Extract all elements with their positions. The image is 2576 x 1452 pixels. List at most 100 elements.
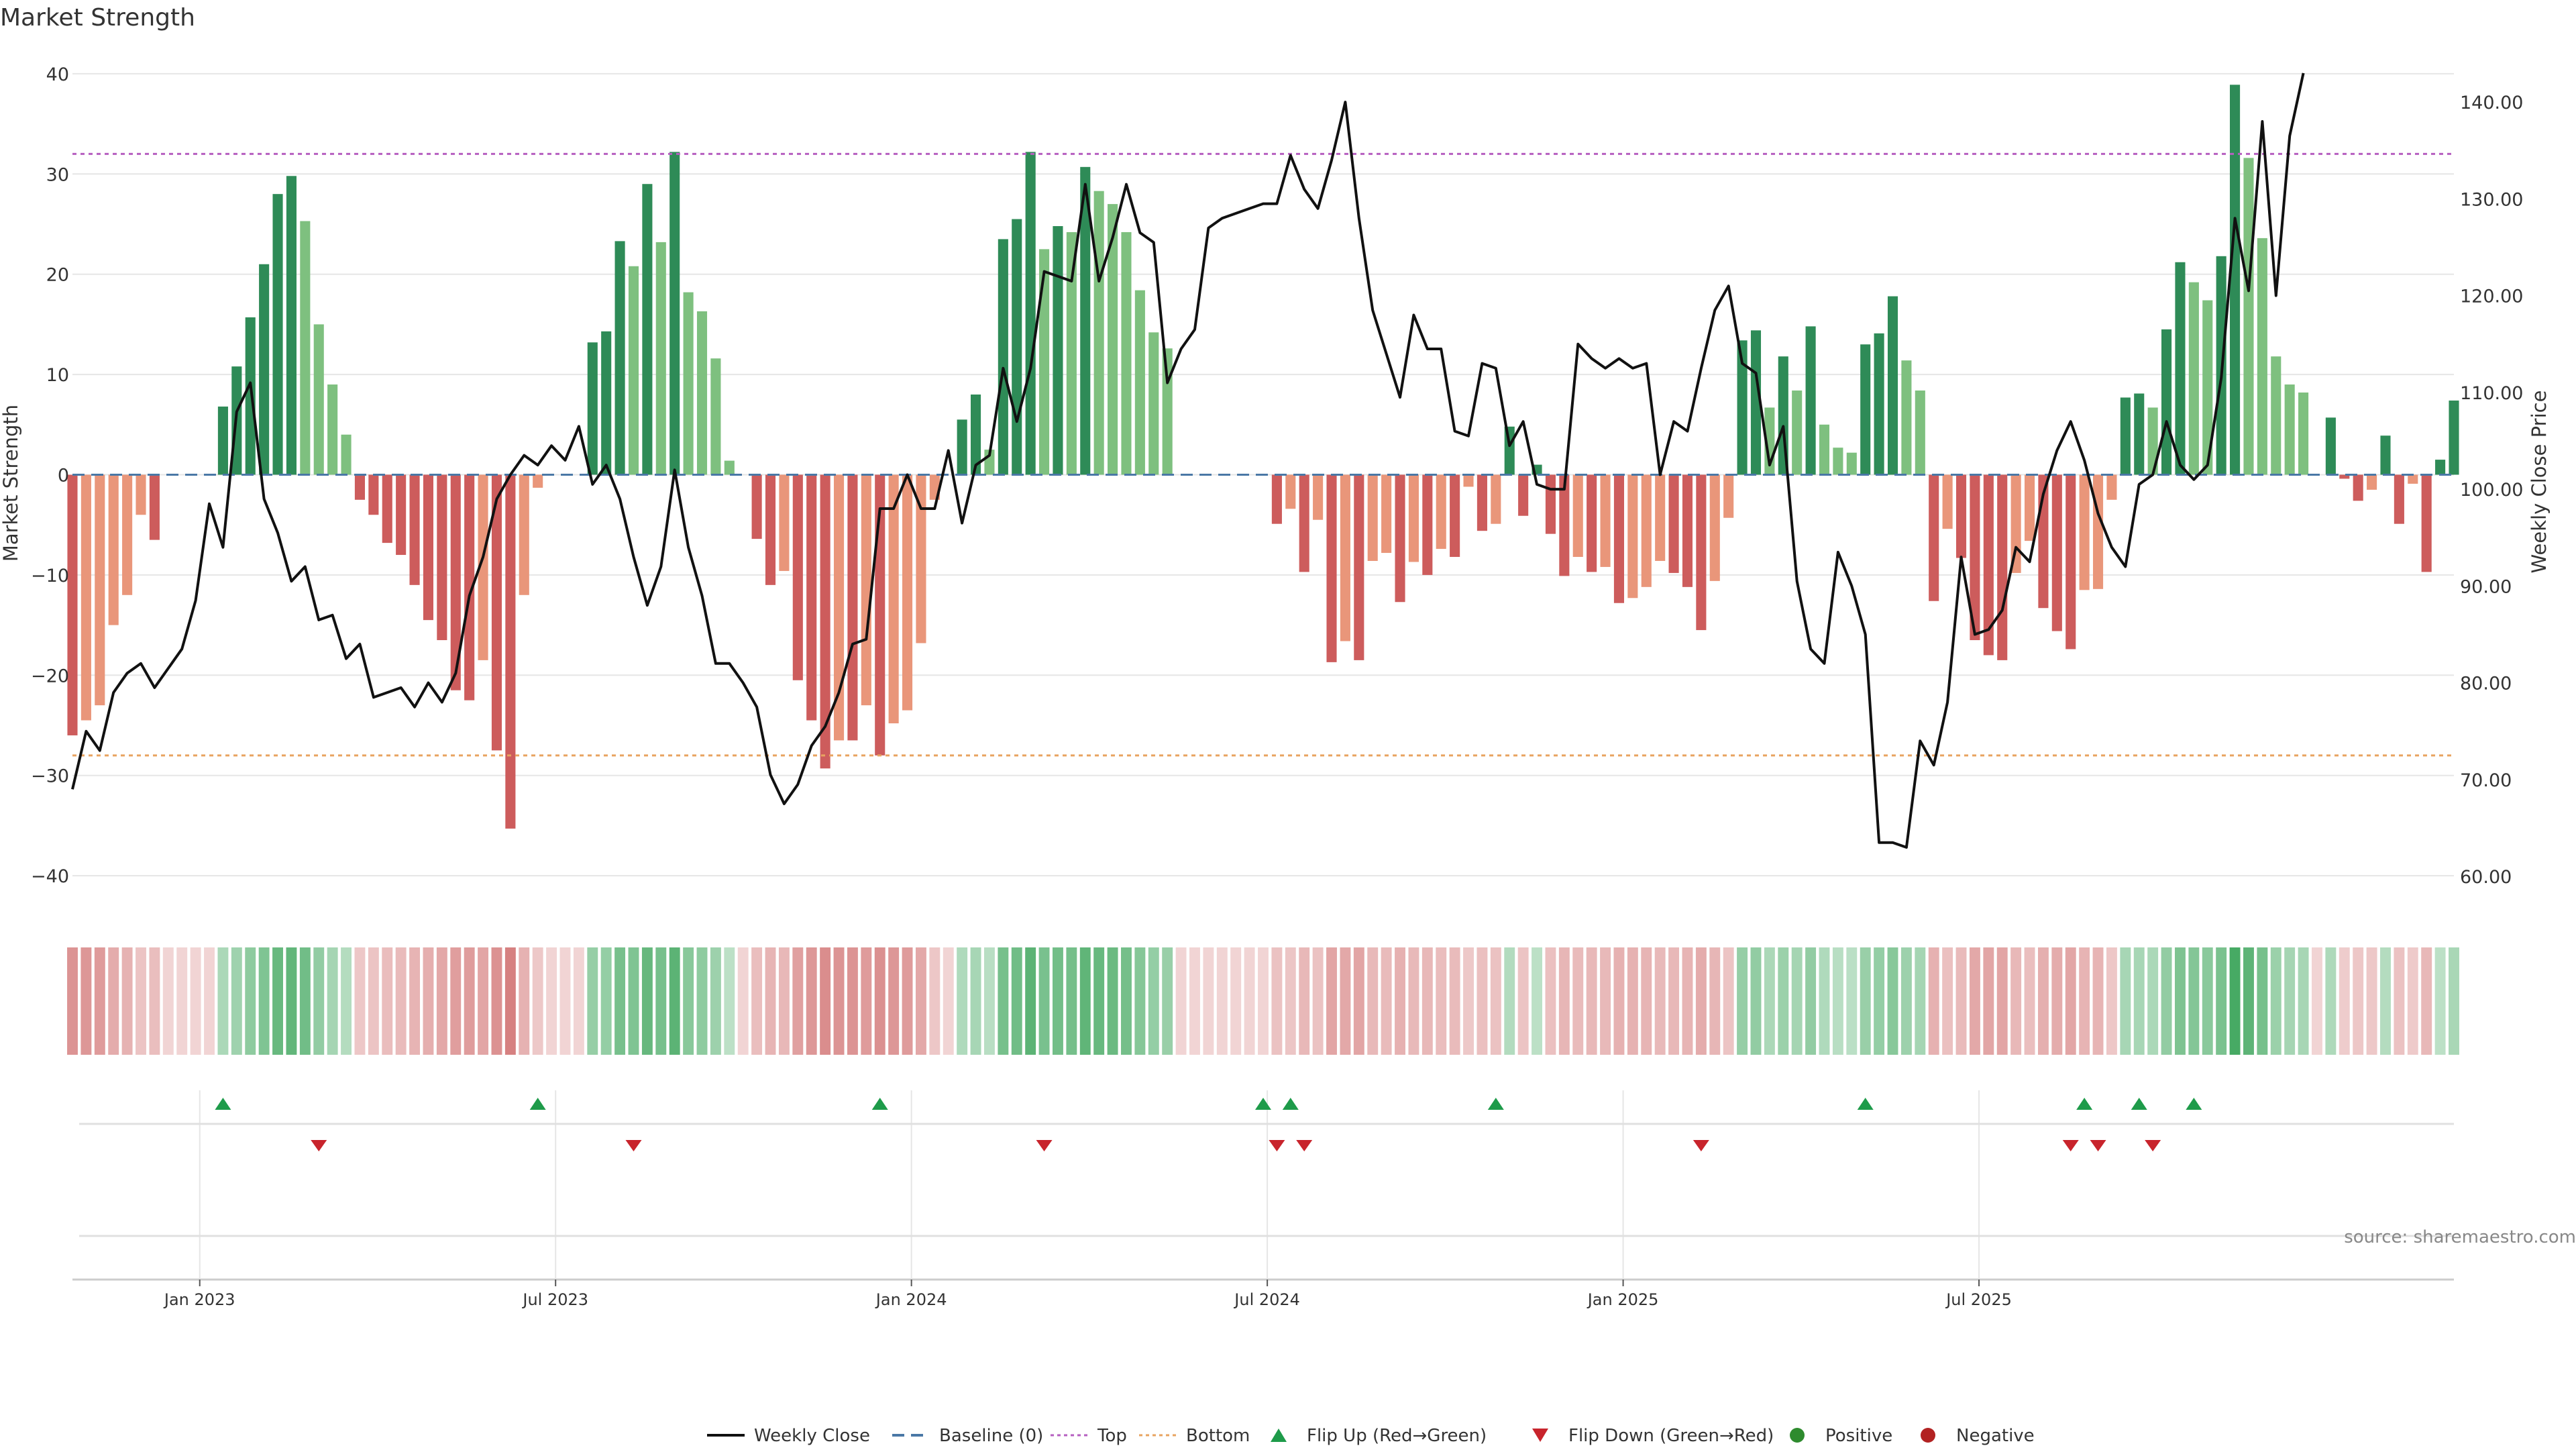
strength-bar [2134,393,2145,475]
heat-cell [2161,947,2172,1055]
strength-bar [2449,400,2459,475]
strength-bar [1354,474,1364,660]
strength-bar [122,474,133,595]
heat-cell [1299,947,1310,1055]
strength-bar [1326,474,1337,662]
strength-bar [847,474,858,741]
strength-bar [2421,474,2432,572]
heat-cell [1627,947,1638,1055]
strength-bar [2024,474,2035,541]
heat-cell [696,947,708,1055]
heat-cell [1955,947,1967,1055]
y-right-tick-label: 140.00 [2460,93,2523,113]
strength-bar [2353,474,2363,501]
heat-cell [2202,947,2213,1055]
strength-bar [696,311,708,475]
heat-cell [2284,947,2296,1055]
strength-bar [149,474,160,540]
heat-cell [573,947,584,1055]
heat-cell [1463,947,1474,1055]
strength-bar [2079,474,2090,590]
heat-cell [2079,947,2090,1055]
heat-cell [313,947,325,1055]
heat-cell [1600,947,1611,1055]
heat-cell [710,947,721,1055]
legend-flip-down-swatch [1532,1429,1548,1442]
heat-cell [245,947,256,1055]
y-right-tick-label: 110.00 [2460,383,2523,404]
heat-cell [888,947,900,1055]
strength-bar [259,264,270,475]
y-left-tick-label: 40 [46,64,69,85]
strength-bar [888,474,899,724]
heat-cell [915,947,926,1055]
heat-cell [983,947,995,1055]
strength-bar [464,474,475,701]
heat-cell [450,947,462,1055]
strength-bar [382,474,392,543]
y-left-tick-label: −30 [31,766,69,787]
heat-cell [108,947,119,1055]
price-series [71,72,2305,849]
heat-cell [1175,947,1187,1055]
heat-cell [943,947,954,1055]
y-left-tick-label: −40 [31,866,69,887]
legend-negative-swatch [1921,1428,1935,1443]
flip-down-marker [1693,1140,1709,1151]
heat-cell [1244,947,1255,1055]
strength-bar [669,152,680,475]
strength-bar [2243,158,2254,475]
strength-bar [1134,290,1145,475]
x-tick-label: Jan 2024 [875,1290,947,1309]
heat-cell [1532,947,1543,1055]
strength-bar [2147,407,2158,475]
heat-cell [724,947,735,1055]
heat-cell [2394,947,2405,1055]
heat-cell [1326,947,1337,1055]
heat-cell [1011,947,1022,1055]
strength-bar [1066,231,1077,475]
strength-bar [614,241,625,475]
heat-cell [1846,947,1858,1055]
strength-bar [1983,474,1994,656]
heat-cell [1312,947,1324,1055]
strength-bar [765,474,776,585]
strength-bar [1901,360,1912,475]
heat-cell [1421,947,1433,1055]
strength-bar [2230,85,2241,475]
strength-bar [1299,474,1309,572]
heat-cell [614,947,626,1055]
heat-cell [2366,947,2377,1055]
strength-bar [1491,474,1501,524]
strength-bar [505,474,516,829]
heat-cell [1436,947,1447,1055]
strength-bar [1792,391,1803,475]
strength-bar [971,394,981,475]
heat-cell [1216,947,1228,1055]
strength-bar [2065,474,2076,650]
strength-bar [1874,333,1884,475]
heat-cell [2421,947,2432,1055]
heat-cell [600,947,612,1055]
heat-cell [1258,947,1269,1055]
heat-cell [2147,947,2159,1055]
heat-cell [80,947,92,1055]
strength-bar [751,474,762,539]
strength-bar [1860,344,1871,475]
strength-bar [95,474,105,706]
heat-cell [1900,947,1912,1055]
strength-bar [491,474,502,751]
strength-bar [1162,348,1173,475]
heat-cell [778,947,790,1055]
strength-bar [1696,474,1707,631]
heat-cell [67,947,78,1055]
heat-cell [272,947,283,1055]
heat-cell [1668,947,1680,1055]
flip-up-marker [215,1098,231,1110]
heat-cell [874,947,885,1055]
heat-cell [504,947,516,1055]
heat-cell [2243,947,2254,1055]
heat-cell [2120,947,2131,1055]
strength-bar [1955,474,1967,558]
